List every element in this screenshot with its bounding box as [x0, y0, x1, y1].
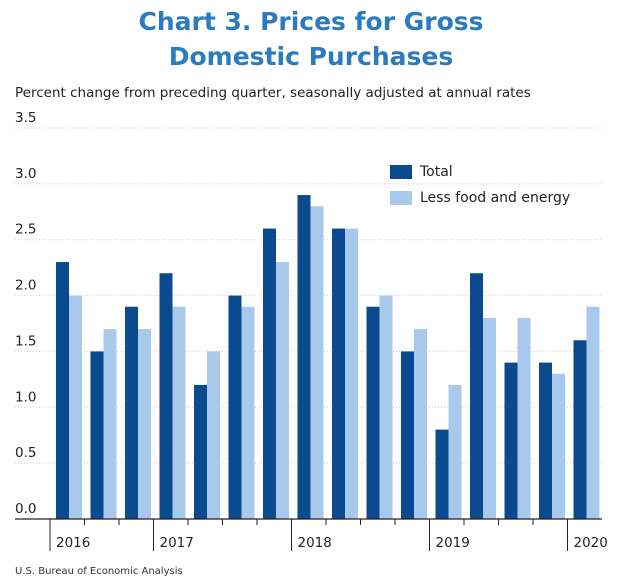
- bar: [103, 329, 117, 519]
- y-tick-label: 0.5: [15, 445, 36, 461]
- y-tick-label: 3.0: [15, 166, 36, 182]
- x-tick-label: 2019: [436, 535, 470, 551]
- bar: [194, 384, 207, 519]
- bar: [207, 351, 220, 519]
- bar: [263, 228, 276, 520]
- x-tick-label: 2020: [574, 535, 608, 551]
- y-tick-label: 3.5: [15, 110, 36, 126]
- legend-swatch: [390, 165, 412, 179]
- bar: [297, 195, 311, 519]
- bar: [276, 262, 289, 519]
- y-tick-label: 2.0: [15, 278, 36, 294]
- bar: [586, 306, 600, 519]
- bar: [159, 273, 173, 519]
- bar: [414, 329, 427, 519]
- bar: [539, 362, 552, 519]
- chart-title: Domestic Purchases: [169, 42, 454, 71]
- bar: [366, 306, 380, 519]
- y-tick-label: 0.0: [15, 501, 36, 517]
- legend-label: Less food and energy: [420, 190, 570, 206]
- bar: [345, 228, 358, 520]
- bar: [125, 306, 138, 519]
- bar: [379, 295, 393, 519]
- x-tick-label: 2017: [160, 535, 194, 551]
- chart-title: Chart 3. Prices for Gross: [138, 7, 483, 36]
- x-tick-label: 2018: [298, 535, 332, 551]
- legend-label: Total: [419, 164, 453, 180]
- bar: [228, 295, 242, 519]
- bar: [517, 317, 531, 519]
- bar: [241, 306, 255, 519]
- x-tick-label: 2016: [56, 535, 90, 551]
- bar: [504, 362, 518, 519]
- bar: [470, 273, 483, 519]
- bar: [483, 317, 496, 519]
- bar: [90, 351, 104, 519]
- bar: [69, 295, 82, 519]
- legend-swatch: [390, 191, 412, 205]
- bar: [332, 228, 345, 520]
- y-tick-label: 2.5: [15, 222, 36, 238]
- bar: [138, 329, 151, 519]
- bar: [401, 351, 414, 519]
- y-tick-label: 1.5: [15, 333, 36, 349]
- bar: [172, 306, 186, 519]
- bar: [552, 373, 565, 519]
- bar: [310, 206, 324, 519]
- source: U.S. Bureau of Economic Analysis: [15, 566, 183, 577]
- y-tick-label: 1.0: [15, 389, 36, 405]
- bar: [56, 262, 69, 519]
- bar: [448, 384, 462, 519]
- subtitle: Percent change from preceding quarter, s…: [15, 85, 531, 101]
- bar: [573, 340, 587, 519]
- bar: [435, 429, 449, 519]
